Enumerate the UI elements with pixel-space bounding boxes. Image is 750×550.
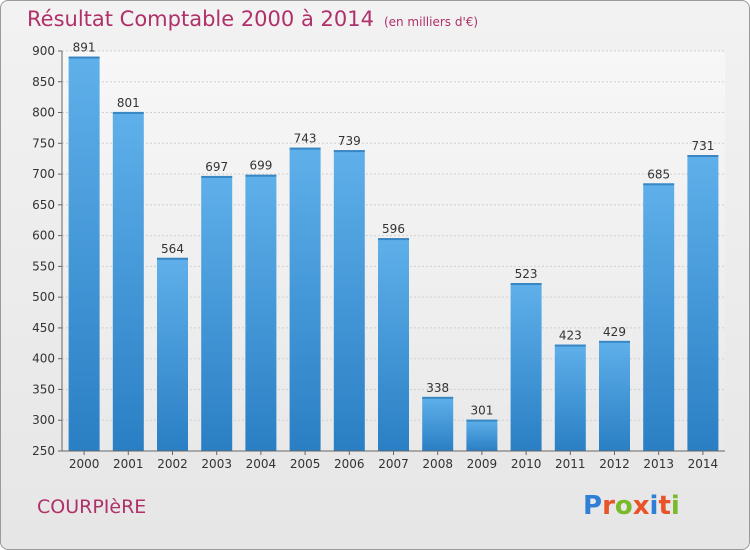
x-tick-label: 2014 [688, 457, 719, 471]
data-label: 685 [647, 167, 670, 181]
data-label: 801 [117, 96, 140, 110]
bar-top-edge [599, 340, 630, 343]
bar-top-edge [510, 283, 542, 285]
x-tick-label: 2004 [246, 457, 277, 471]
bar [687, 155, 719, 451]
bar [599, 340, 630, 451]
x-tick-label: 2011 [555, 457, 586, 471]
bar [201, 175, 233, 451]
x-tick-label: 2005 [290, 457, 321, 471]
x-tick-label: 2009 [467, 457, 498, 471]
logo-letter: o [614, 491, 633, 521]
logo-letter: i [670, 491, 680, 521]
bar-top-edge [68, 56, 100, 59]
logo-letter: x [632, 491, 650, 521]
y-tick-label: 550 [32, 259, 55, 273]
y-tick-label: 450 [32, 321, 55, 335]
y-tick-label: 700 [32, 167, 55, 181]
logo-letter: i [649, 491, 659, 521]
logo-letter: r [602, 491, 615, 521]
data-label: 423 [559, 329, 582, 343]
chart-title-text: Résultat Comptable 2000 à 2014 [27, 7, 374, 31]
x-tick-label: 2007 [378, 457, 409, 471]
bar [510, 283, 542, 451]
x-tick-label: 2008 [422, 457, 453, 471]
x-tick-label: 2012 [599, 457, 630, 471]
logo-letter: t [658, 491, 671, 521]
x-tick-label: 2002 [157, 457, 188, 471]
bar [422, 396, 454, 451]
bar [112, 111, 144, 451]
logo-letter: P [583, 491, 603, 521]
chart-unit-label: (en milliers d'€) [383, 15, 479, 29]
bar [466, 419, 498, 451]
y-tick-label: 900 [32, 44, 55, 58]
y-tick-label: 500 [32, 290, 55, 304]
data-label: 891 [73, 41, 96, 55]
y-tick-label: 300 [32, 413, 55, 427]
bar-top-edge [554, 344, 586, 347]
y-tick-label: 250 [32, 444, 55, 458]
bar [157, 257, 188, 451]
data-label: 338 [426, 381, 449, 395]
bar-top-edge [201, 175, 233, 178]
x-tick-label: 2001 [113, 457, 144, 471]
x-tick-label: 2013 [643, 457, 674, 471]
x-tick-label: 2003 [201, 457, 232, 471]
data-label: 697 [205, 160, 228, 174]
y-tick-label: 350 [32, 382, 55, 396]
bar [68, 56, 100, 452]
data-label: 429 [603, 325, 626, 339]
bar-top-edge [378, 238, 409, 241]
data-label: 731 [691, 139, 714, 153]
data-label: 596 [382, 222, 405, 236]
y-tick-label: 400 [32, 352, 55, 366]
bar-top-edge [112, 111, 144, 114]
bar-top-edge [157, 257, 188, 260]
bar [289, 147, 321, 451]
bar-top-edge [333, 150, 365, 153]
bar-top-edge [289, 147, 321, 150]
y-tick-label: 850 [32, 75, 55, 89]
bar [643, 183, 675, 452]
x-tick-label: 2006 [334, 457, 365, 471]
bar [554, 344, 586, 451]
data-label: 739 [338, 134, 361, 148]
y-tick-label: 650 [32, 198, 55, 212]
bar-top-edge [466, 419, 498, 422]
bar-top-edge [643, 183, 675, 186]
bar-top-edge [422, 396, 454, 399]
commune-name: COURPIèRE [37, 496, 147, 518]
x-tick-label: 2010 [511, 457, 542, 471]
x-tick-label: 2000 [69, 457, 100, 471]
y-tick-label: 600 [32, 229, 55, 243]
bar-top-edge [687, 155, 719, 157]
proxiti-logo: Proxiti [583, 491, 680, 521]
data-label: 743 [294, 132, 317, 146]
bar-top-edge [245, 174, 277, 177]
bar [333, 150, 365, 452]
data-label: 301 [470, 404, 493, 418]
y-tick-label: 750 [32, 136, 55, 150]
data-label: 564 [161, 242, 184, 256]
data-label: 523 [515, 267, 538, 281]
bar [378, 238, 409, 451]
data-label: 699 [249, 159, 272, 173]
y-tick-label: 800 [32, 106, 55, 120]
bar [245, 174, 277, 451]
chart-title: Résultat Comptable 2000 à 2014 (en millie… [27, 7, 478, 31]
